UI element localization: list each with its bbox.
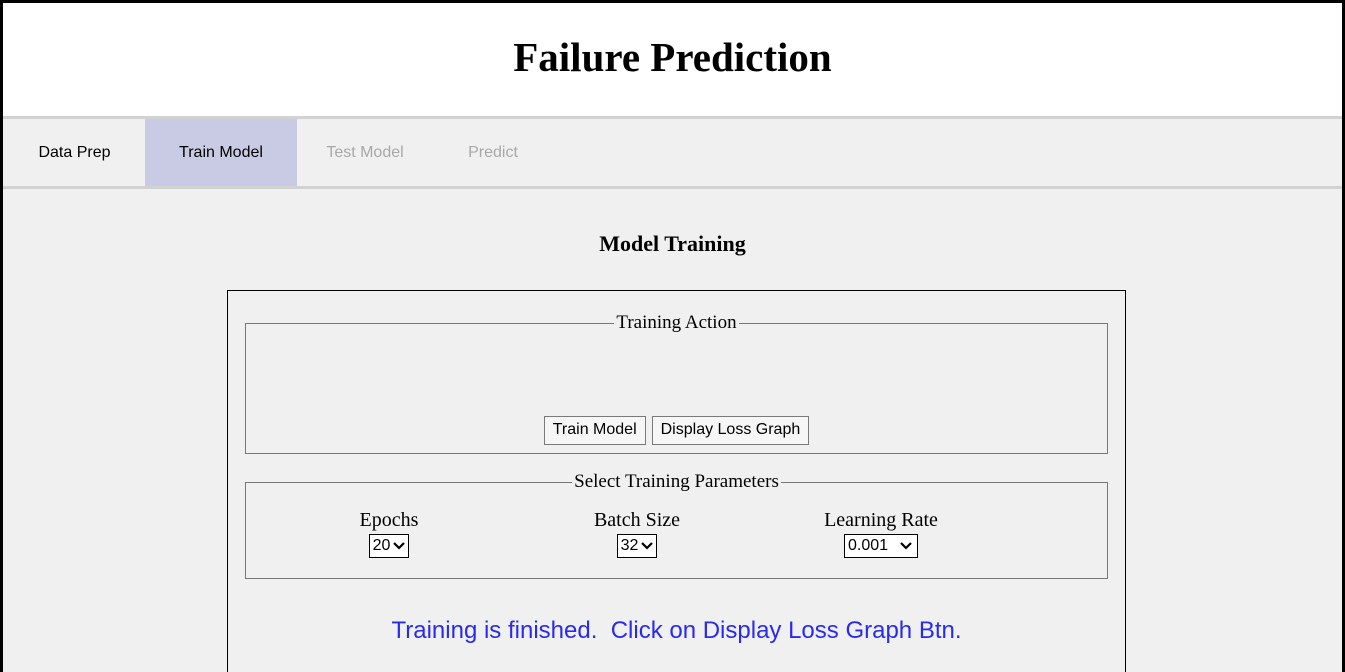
chevron-down-icon (641, 541, 654, 550)
training-action-legend: Training Action (616, 312, 737, 333)
epochs-value: 20 (372, 537, 391, 554)
tab-data-prep[interactable]: Data Prep (38, 144, 111, 161)
batch-size-field: Batch Size 32 (562, 509, 712, 558)
tab-bar: Data Prep Train Model Test Model Predict (3, 116, 1342, 189)
epochs-label: Epochs (359, 509, 419, 531)
section-title: Model Training (599, 231, 746, 256)
training-parameters-legend: Select Training Parameters (574, 471, 779, 492)
batch-size-label: Batch Size (593, 509, 681, 531)
epochs-field: Epochs 20 (329, 509, 449, 558)
learning-rate-label: Learning Rate (824, 509, 938, 531)
learning-rate-value: 0.001 (848, 537, 889, 554)
training-panel: Training Action Train Model Display Loss… (227, 290, 1126, 672)
app-header: Failure Prediction (3, 3, 1342, 116)
training-action-group: Training Action Train Model Display Loss… (245, 312, 1108, 454)
app-title: Failure Prediction (513, 34, 832, 80)
chevron-down-icon (900, 541, 912, 550)
tab-predict[interactable]: Predict (468, 144, 518, 161)
training-action-buttons: Train Model Display Loss Graph (246, 416, 1107, 445)
training-status-message: Training is finished. Click on Display L… (391, 617, 962, 644)
display-loss-graph-button[interactable]: Display Loss Graph (651, 416, 810, 445)
batch-size-value: 32 (620, 537, 639, 554)
train-model-button[interactable]: Train Model (543, 416, 646, 445)
batch-size-select[interactable]: 32 (616, 534, 658, 558)
learning-rate-field: Learning Rate 0.001 (796, 509, 966, 558)
epochs-select[interactable]: 20 (368, 534, 410, 558)
tab-test-model[interactable]: Test Model (326, 144, 404, 161)
chevron-down-icon (393, 541, 406, 550)
training-parameters-group: Select Training Parameters Epochs 20 Bat… (245, 471, 1108, 579)
learning-rate-select[interactable]: 0.001 (844, 534, 918, 558)
tab-train-model[interactable]: Train Model (145, 119, 297, 186)
